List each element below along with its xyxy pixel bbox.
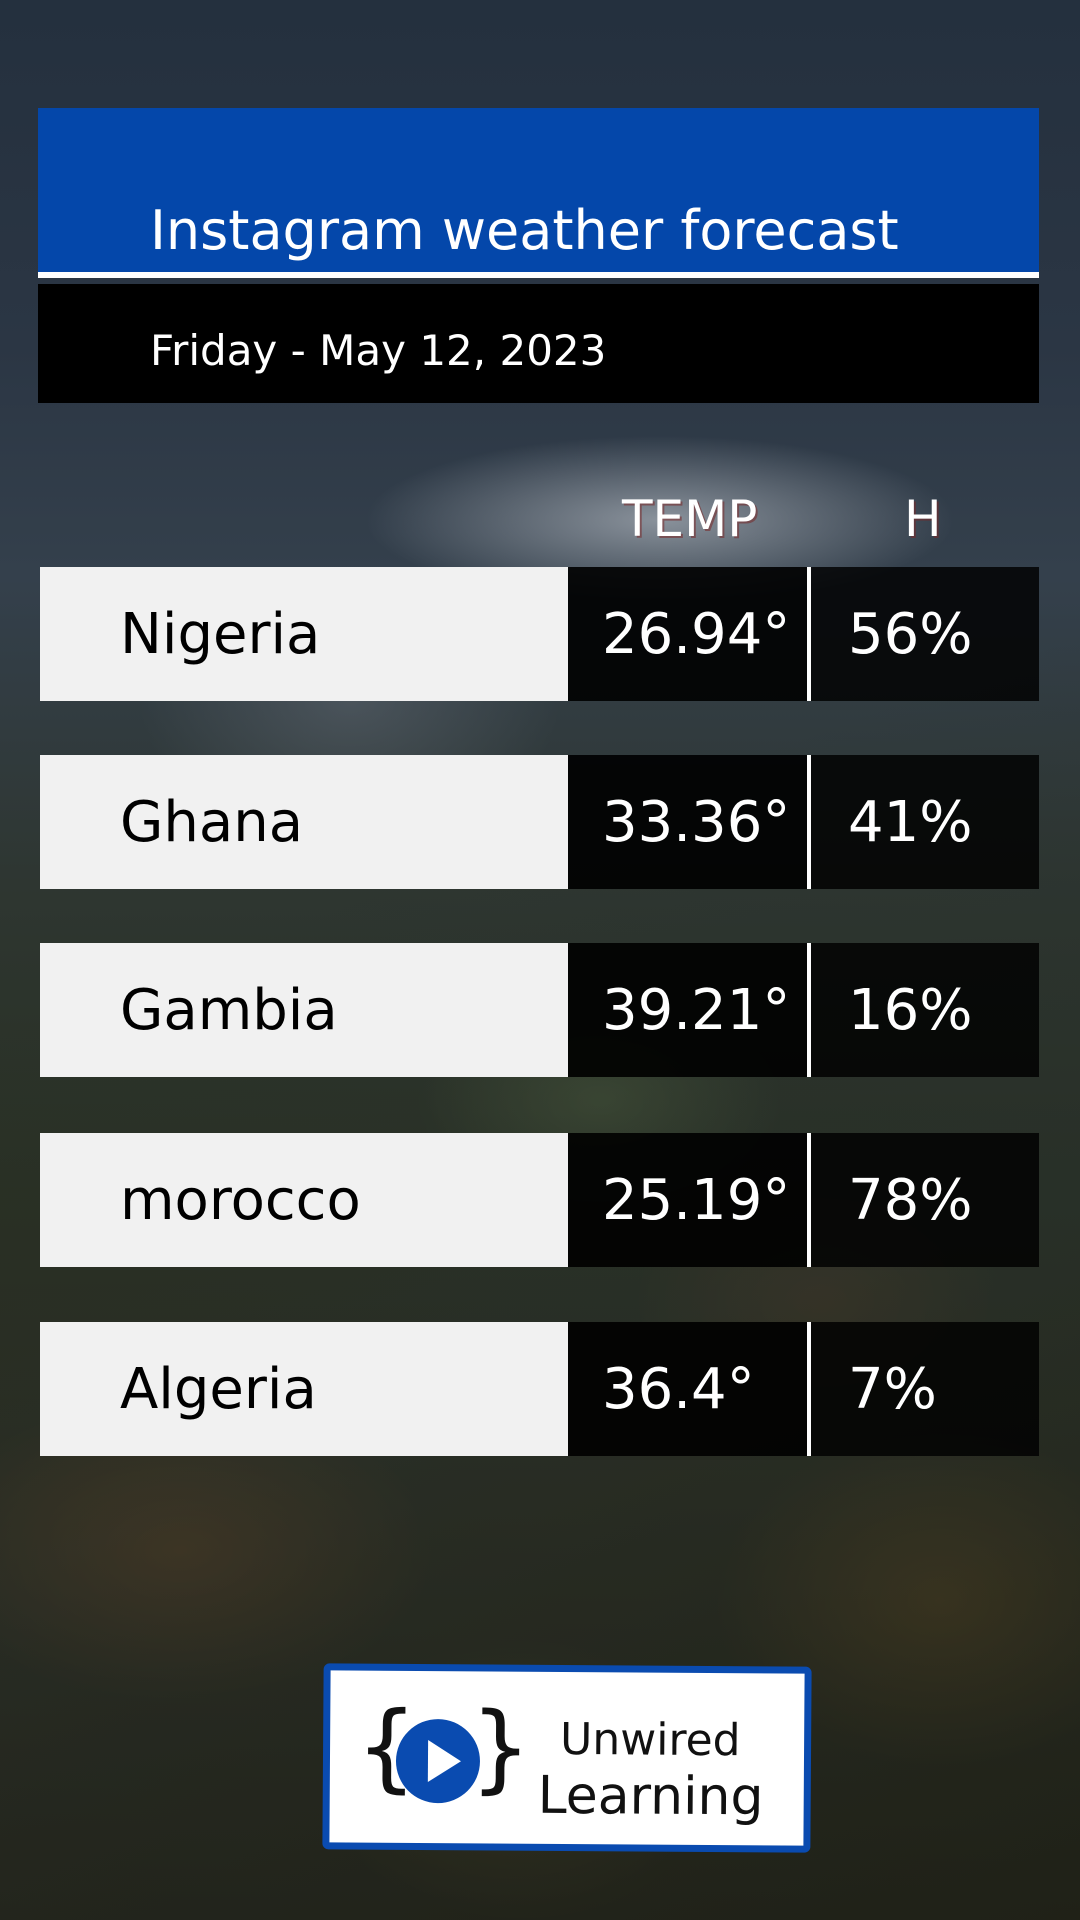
humidity-value: 41% (848, 790, 973, 855)
humidity-value: 78% (848, 1168, 973, 1233)
table-row: morocco 25.19° 78% (40, 1133, 1039, 1267)
logo-brace-right: } (469, 1691, 532, 1804)
country-cell: Nigeria (40, 567, 568, 701)
humidity-cell: 16% (811, 943, 1039, 1077)
country-name: morocco (120, 1168, 361, 1233)
country-name: Nigeria (120, 602, 321, 667)
table-row: Nigeria 26.94° 56% (40, 567, 1039, 701)
column-header-temp: TEMP (622, 490, 758, 548)
country-cell: morocco (40, 1133, 568, 1267)
temp-cell: 33.36° (568, 755, 811, 889)
country-cell: Algeria (40, 1322, 568, 1456)
humidity-cell: 78% (811, 1133, 1039, 1267)
temp-cell: 36.4° (568, 1322, 811, 1456)
temperature-value: 26.94° (602, 602, 791, 667)
date-banner: Friday - May 12, 2023 (38, 284, 1039, 403)
temperature-value: 25.19° (602, 1168, 791, 1233)
temp-cell: 25.19° (568, 1133, 811, 1267)
humidity-value: 16% (848, 978, 973, 1043)
humidity-value: 7% (848, 1357, 937, 1422)
play-icon (395, 1719, 480, 1804)
page-title: Instagram weather forecast (150, 199, 899, 262)
country-name: Algeria (120, 1357, 317, 1422)
unwired-learning-logo: { } Unwired Learning (322, 1663, 812, 1853)
logo-word-unwired: Unwired (559, 1713, 741, 1767)
temperature-value: 33.36° (602, 790, 791, 855)
logo-word-learning: Learning (537, 1765, 764, 1828)
table-row: Gambia 39.21° 16% (40, 943, 1039, 1077)
title-banner: Instagram weather forecast (38, 108, 1039, 278)
country-name: Ghana (120, 790, 304, 855)
temperature-value: 36.4° (602, 1357, 755, 1422)
humidity-value: 56% (848, 602, 973, 667)
temperature-value: 39.21° (602, 978, 791, 1043)
country-name: Gambia (120, 978, 338, 1043)
country-cell: Gambia (40, 943, 568, 1077)
forecast-date: Friday - May 12, 2023 (150, 326, 607, 375)
humidity-cell: 41% (811, 755, 1039, 889)
humidity-cell: 7% (811, 1322, 1039, 1456)
humidity-cell: 56% (811, 567, 1039, 701)
table-row: Ghana 33.36° 41% (40, 755, 1039, 889)
table-row: Algeria 36.4° 7% (40, 1322, 1039, 1456)
temp-cell: 26.94° (568, 567, 811, 701)
country-cell: Ghana (40, 755, 568, 889)
temp-cell: 39.21° (568, 943, 811, 1077)
column-header-humidity: H (904, 490, 942, 548)
